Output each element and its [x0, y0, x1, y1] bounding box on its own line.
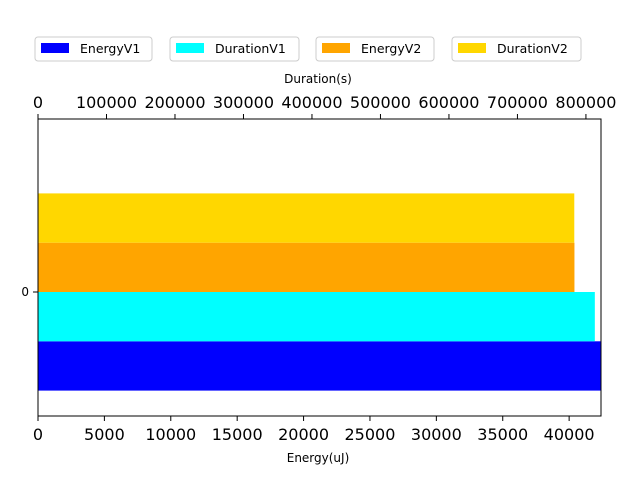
legend-item-duration-v1: DurationV1 — [169, 36, 300, 62]
legend-label: DurationV2 — [497, 41, 568, 56]
legend-item-duration-v2: DurationV2 — [451, 36, 582, 62]
top-tick-label: 0 — [33, 93, 43, 112]
bottom-tick-label: 0 — [33, 425, 43, 444]
legend-swatch — [176, 43, 204, 53]
bottom-axis: 0 5000 10000 15000 20000 25000 30000 35000 40000 — [33, 416, 595, 444]
bottom-axis-label: Energy(uJ) — [287, 451, 350, 465]
top-tick-label: 100000 — [76, 93, 137, 112]
bottom-tick-label: 20000 — [278, 425, 329, 444]
y-tick-label: 0 — [21, 285, 29, 299]
top-tick-label: 800000 — [555, 93, 616, 112]
bars-layer — [38, 193, 601, 391]
bottom-tick-label: 40000 — [544, 425, 595, 444]
legend-item-energy-v1: EnergyV1 — [34, 36, 153, 62]
legend-swatch — [41, 43, 69, 53]
legend-item-energy-v2: EnergyV2 — [315, 36, 435, 62]
legend-label: EnergyV2 — [361, 41, 421, 56]
top-tick-label: 600000 — [418, 93, 479, 112]
plot-frame — [37, 118, 602, 417]
top-tick-label: 300000 — [213, 93, 274, 112]
bottom-tick-label: 5000 — [84, 425, 125, 444]
bottom-tick-label: 25000 — [345, 425, 396, 444]
bar-energy-v2 — [38, 242, 575, 292]
bottom-tick-label: 15000 — [212, 425, 263, 444]
bottom-tick-label: 35000 — [477, 425, 528, 444]
legend-label: DurationV1 — [215, 41, 286, 56]
bottom-tick-label: 10000 — [145, 425, 196, 444]
top-tick-label: 400000 — [281, 93, 342, 112]
bar-duration-v2 — [38, 193, 575, 243]
legend-swatch — [322, 43, 350, 53]
top-axis: 0 100000 200000 300000 400000 500000 600000 700… — [33, 93, 616, 119]
bar-duration-v1 — [38, 292, 595, 342]
bottom-tick-label: 30000 — [411, 425, 462, 444]
top-tick-label: 500000 — [350, 93, 411, 112]
legend-label: EnergyV1 — [80, 41, 140, 56]
bar-energy-v1 — [38, 341, 601, 391]
legend: EnergyV1 DurationV1 EnergyV2 DurationV2 — [34, 36, 582, 62]
legend-swatch — [458, 43, 486, 53]
top-axis-label: Duration(s) — [284, 72, 352, 86]
top-tick-label: 700000 — [487, 93, 548, 112]
top-tick-label: 200000 — [144, 93, 205, 112]
y-axis: 0 — [21, 285, 38, 299]
